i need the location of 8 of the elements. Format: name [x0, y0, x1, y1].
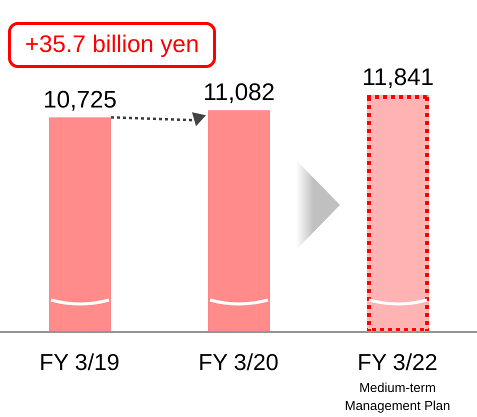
text: Medium-term Management Plan [344, 380, 450, 413]
data-label: 11,841 [362, 64, 434, 91]
data-label: 11,082 [203, 79, 275, 106]
x-tick-label: FY 3/20 [198, 349, 279, 375]
x-tick-label: FY 3/22 [357, 349, 438, 375]
data-label: 10,725 [43, 86, 117, 114]
x-tick-label: FY 3/19 [39, 349, 120, 375]
text: +35.7 billion yen [8, 22, 216, 68]
